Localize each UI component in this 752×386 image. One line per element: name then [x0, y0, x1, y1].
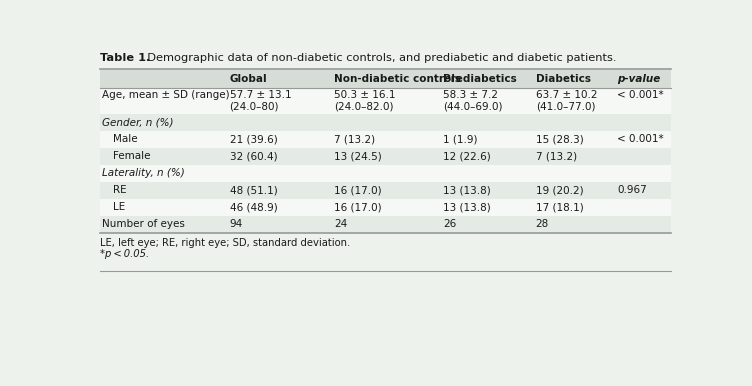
- Text: (24.0–82.0): (24.0–82.0): [334, 102, 394, 112]
- Bar: [100, 199, 671, 216]
- Text: Age, mean ± SD (range): Age, mean ± SD (range): [102, 90, 229, 100]
- Text: < 0.001*: < 0.001*: [617, 134, 664, 144]
- Text: Diabetics: Diabetics: [535, 74, 591, 84]
- Text: Female: Female: [113, 151, 150, 161]
- Text: 13 (13.8): 13 (13.8): [443, 185, 490, 195]
- Text: 24: 24: [334, 219, 347, 229]
- Text: 0.967: 0.967: [617, 185, 647, 195]
- Text: Laterality, n (%): Laterality, n (%): [102, 168, 184, 178]
- Text: 32 (60.4): 32 (60.4): [229, 151, 277, 161]
- Text: Prediabetics: Prediabetics: [443, 74, 517, 84]
- Text: RE: RE: [113, 185, 126, 195]
- Text: 26: 26: [443, 219, 456, 229]
- Text: (41.0–77.0): (41.0–77.0): [535, 102, 596, 112]
- Bar: [100, 182, 671, 199]
- Bar: [100, 216, 671, 233]
- Text: (44.0–69.0): (44.0–69.0): [443, 102, 502, 112]
- Text: Number of eyes: Number of eyes: [102, 219, 185, 229]
- Text: 94: 94: [229, 219, 243, 229]
- Bar: [100, 88, 671, 114]
- Text: 12 (22.6): 12 (22.6): [443, 151, 490, 161]
- Text: Male: Male: [113, 134, 137, 144]
- Text: 58.3 ± 7.2: 58.3 ± 7.2: [443, 90, 498, 100]
- Bar: [100, 148, 671, 165]
- Text: 63.7 ± 10.2: 63.7 ± 10.2: [535, 90, 597, 100]
- Text: 1 (1.9): 1 (1.9): [443, 134, 478, 144]
- Text: 57.7 ± 13.1: 57.7 ± 13.1: [229, 90, 291, 100]
- Text: 50.3 ± 16.1: 50.3 ± 16.1: [334, 90, 396, 100]
- Text: 28: 28: [535, 219, 549, 229]
- Text: 21 (39.6): 21 (39.6): [229, 134, 277, 144]
- Bar: [100, 69, 671, 88]
- Text: 15 (28.3): 15 (28.3): [535, 134, 584, 144]
- Text: Gender, n (%): Gender, n (%): [102, 118, 173, 127]
- Bar: [100, 114, 671, 131]
- Text: 19 (20.2): 19 (20.2): [535, 185, 584, 195]
- Text: *p < 0.05.: *p < 0.05.: [100, 249, 150, 259]
- Bar: [100, 131, 671, 148]
- Text: (24.0–80): (24.0–80): [229, 102, 279, 112]
- Text: 13 (13.8): 13 (13.8): [443, 202, 490, 212]
- Text: 16 (17.0): 16 (17.0): [334, 202, 382, 212]
- Text: 7 (13.2): 7 (13.2): [535, 151, 577, 161]
- Text: < 0.001*: < 0.001*: [617, 90, 664, 100]
- Text: 7 (13.2): 7 (13.2): [334, 134, 375, 144]
- Text: Demographic data of non-diabetic controls, and prediabetic and diabetic patients: Demographic data of non-diabetic control…: [141, 53, 617, 63]
- Text: Global: Global: [229, 74, 267, 84]
- Text: 17 (18.1): 17 (18.1): [535, 202, 584, 212]
- Text: Table 1.: Table 1.: [100, 53, 150, 63]
- Text: 46 (48.9): 46 (48.9): [229, 202, 277, 212]
- Text: 48 (51.1): 48 (51.1): [229, 185, 277, 195]
- Text: p-value: p-value: [617, 74, 660, 84]
- Text: Non-diabetic controls: Non-diabetic controls: [334, 74, 461, 84]
- Text: 16 (17.0): 16 (17.0): [334, 185, 382, 195]
- Text: 13 (24.5): 13 (24.5): [334, 151, 382, 161]
- Text: LE, left eye; RE, right eye; SD, standard deviation.: LE, left eye; RE, right eye; SD, standar…: [100, 238, 350, 248]
- Text: LE: LE: [113, 202, 125, 212]
- Bar: [100, 165, 671, 182]
